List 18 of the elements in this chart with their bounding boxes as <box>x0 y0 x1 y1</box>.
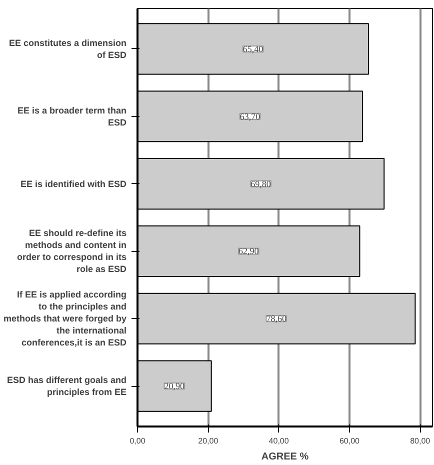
x-axis-title: AGREE % <box>261 452 309 462</box>
data-label: 62,90 <box>238 246 260 256</box>
data-label: 63,70 <box>240 111 261 122</box>
x-tick-label: 0,00 <box>130 436 146 446</box>
x-tick-label: 20,00 <box>198 436 219 446</box>
y-tick-label: EE constitutes a dimension of ESD <box>8 38 127 60</box>
y-tick-label: If EE is applied according to the principles and methods that were forged by the international conferences,it is an ESD <box>3 290 127 348</box>
x-tick-label: 40,00 <box>268 436 290 446</box>
data-label: 69,80 <box>250 178 272 189</box>
y-tick-label: ESD has different goals and principles from EE <box>6 375 127 398</box>
data-label: 78,60 <box>266 314 287 324</box>
y-tick-label: EE should re-define its methods and content in order to correspond in its role as ESD <box>16 228 127 274</box>
y-tick-label: EE is a broader term than ESD <box>17 105 127 128</box>
data-label: 20,90 <box>164 381 186 392</box>
x-tick-label: 60,00 <box>339 436 360 446</box>
y-tick-label: EE is identified with ESD <box>20 178 127 189</box>
x-tick-label: 80,00 <box>410 436 431 446</box>
data-label: 65,40 <box>242 44 264 54</box>
